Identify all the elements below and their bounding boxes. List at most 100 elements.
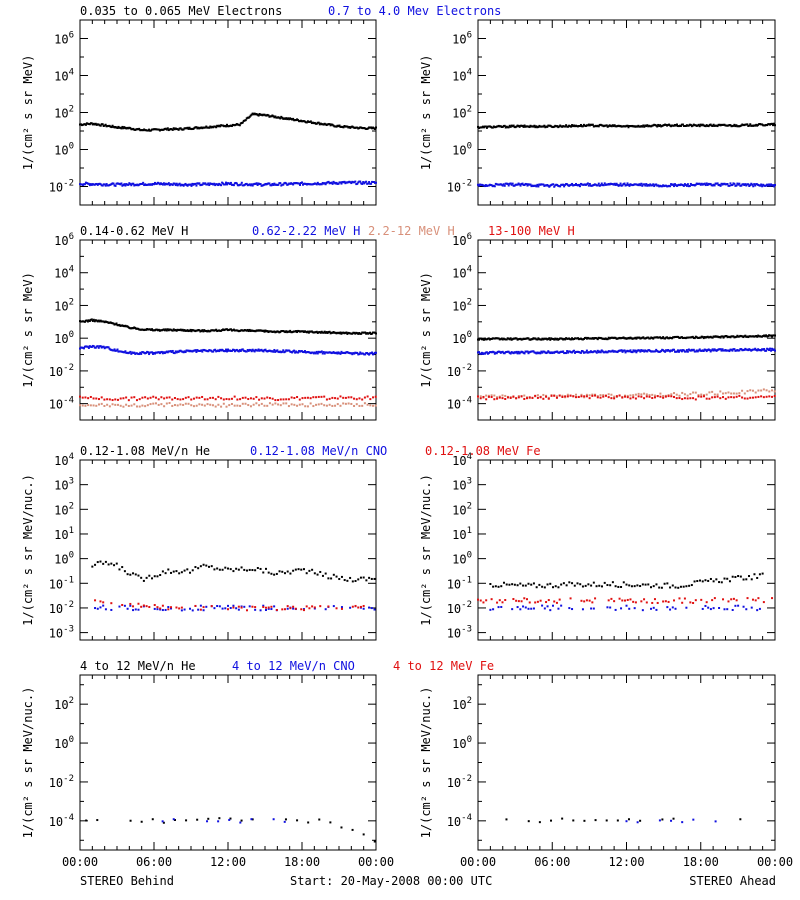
- data-point: [149, 403, 152, 406]
- data-point: [748, 575, 751, 578]
- data-point: [118, 605, 121, 608]
- data-point: [248, 328, 251, 331]
- data-point: [286, 607, 289, 610]
- data-point: [297, 568, 300, 571]
- data-point: [685, 606, 688, 609]
- data-point: [549, 582, 552, 585]
- data-point: [237, 568, 240, 571]
- data-point: [159, 574, 162, 577]
- data-point: [358, 404, 361, 407]
- data-point: [328, 403, 331, 406]
- data-point: [507, 350, 510, 353]
- data-point: [477, 184, 480, 187]
- series-red: [477, 597, 774, 605]
- data-point: [244, 402, 247, 405]
- data-point: [681, 601, 684, 604]
- data-point: [769, 184, 772, 187]
- data-point: [594, 819, 597, 822]
- data-point: [648, 184, 651, 187]
- data-point: [296, 404, 299, 407]
- data-point: [536, 394, 539, 397]
- data-point: [319, 605, 322, 608]
- data-point: [168, 401, 171, 404]
- data-point: [510, 183, 513, 186]
- data-point: [553, 185, 556, 188]
- data-point: [206, 820, 209, 823]
- y-tick-label: 10-4: [447, 396, 472, 412]
- data-point: [262, 350, 265, 353]
- data-point: [324, 608, 327, 611]
- data-point: [359, 351, 362, 354]
- data-point: [195, 126, 198, 129]
- data-point: [702, 337, 705, 340]
- data-point: [516, 183, 519, 186]
- data-point: [539, 352, 542, 355]
- data-point: [754, 347, 757, 350]
- data-point: [247, 398, 250, 401]
- data-point: [509, 182, 512, 185]
- data-point: [198, 396, 201, 399]
- data-point: [720, 349, 723, 352]
- data-point: [671, 584, 674, 587]
- data-point: [575, 396, 578, 399]
- data-point: [496, 601, 499, 604]
- y-tick-label: 100: [452, 142, 472, 158]
- data-point: [674, 586, 677, 589]
- data-point: [658, 819, 661, 822]
- data-point: [722, 392, 725, 395]
- data-point: [689, 601, 692, 604]
- y-axis-label: 1/(cm² s sr MeV): [419, 55, 433, 171]
- data-point: [323, 352, 326, 355]
- data-point: [253, 350, 256, 353]
- data-point: [256, 349, 259, 352]
- data-point: [531, 396, 534, 399]
- data-point: [631, 351, 634, 354]
- data-point: [624, 599, 627, 602]
- data-point: [324, 183, 327, 186]
- data-point: [273, 182, 276, 185]
- data-point: [692, 348, 695, 351]
- series-black: [489, 572, 764, 589]
- legend-entry: 0.62-2.22 MeV H: [252, 224, 360, 238]
- data-point: [507, 126, 510, 129]
- data-point: [130, 184, 133, 187]
- data-point: [513, 583, 516, 586]
- data-point: [184, 182, 187, 185]
- data-point: [646, 124, 649, 127]
- data-point: [754, 396, 757, 399]
- data-point: [190, 184, 193, 187]
- data-point: [355, 398, 358, 401]
- data-point: [279, 182, 282, 185]
- data-point: [246, 328, 249, 331]
- data-point: [506, 182, 509, 185]
- data-point: [214, 405, 217, 408]
- data-point: [252, 397, 255, 400]
- data-point: [172, 818, 175, 821]
- data-point: [99, 606, 102, 609]
- data-point: [163, 405, 166, 408]
- data-point: [346, 332, 349, 335]
- data-point: [339, 352, 342, 355]
- data-point: [349, 606, 352, 609]
- data-point: [640, 393, 643, 396]
- data-point: [353, 404, 356, 407]
- data-point: [597, 125, 600, 128]
- data-point: [554, 585, 557, 588]
- data-point: [273, 573, 276, 576]
- data-point: [767, 184, 770, 187]
- data-point: [606, 351, 609, 354]
- data-point: [573, 349, 576, 352]
- data-point: [307, 331, 310, 334]
- data-point: [160, 403, 163, 406]
- data-point: [344, 396, 347, 399]
- data-point: [270, 184, 273, 187]
- data-point: [749, 389, 752, 392]
- data-point: [498, 396, 501, 399]
- data-point: [151, 351, 154, 354]
- data-point: [635, 351, 638, 354]
- data-point: [756, 335, 759, 338]
- data-point: [240, 606, 243, 609]
- data-point: [699, 579, 702, 582]
- data-point: [689, 393, 692, 396]
- series-red: [94, 599, 365, 612]
